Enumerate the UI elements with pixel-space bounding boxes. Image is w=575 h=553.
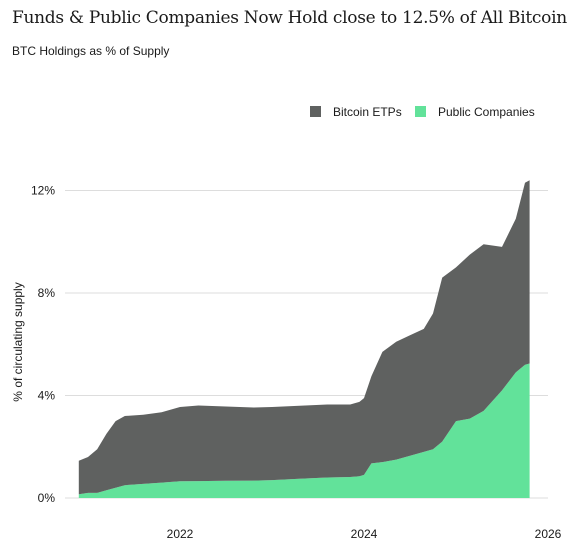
legend: Bitcoin ETPs Public Companies [310, 105, 535, 119]
y-tick-label: 12% [31, 184, 55, 198]
y-axis-ticks: 0% 4% 8% 12% [31, 184, 55, 506]
legend-label-public-companies: Public Companies [438, 105, 535, 119]
chart-title: Funds & Public Companies Now Hold close … [12, 8, 567, 28]
chart-subtitle: BTC Holdings as % of Supply [12, 44, 170, 58]
area-layer [78, 180, 530, 498]
y-axis-label: % of circulating supply [11, 282, 25, 401]
legend-swatch-public-companies [415, 106, 426, 117]
x-tick-label: 2026 [535, 527, 562, 541]
legend-label-bitcoin-etps: Bitcoin ETPs [333, 105, 402, 119]
x-tick-label: 2024 [351, 527, 378, 541]
x-tick-label: 2022 [167, 527, 194, 541]
area-bitcoin-etps [78, 180, 530, 495]
area-public-companies [78, 363, 530, 498]
x-axis-ticks: 2022 2024 2026 [167, 527, 562, 541]
legend-swatch-bitcoin-etps [310, 106, 321, 117]
y-tick-label: 0% [38, 491, 56, 505]
y-tick-label: 8% [38, 286, 56, 300]
y-tick-label: 4% [38, 389, 56, 403]
